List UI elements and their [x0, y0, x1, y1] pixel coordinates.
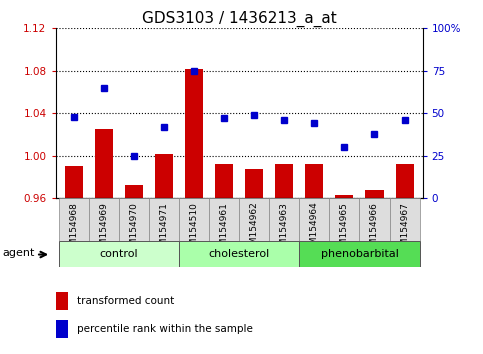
- Text: GSM154961: GSM154961: [220, 202, 228, 257]
- Text: phenobarbital: phenobarbital: [321, 249, 398, 259]
- Bar: [305, 164, 323, 354]
- Text: GSM154962: GSM154962: [250, 202, 258, 256]
- Bar: [275, 164, 293, 354]
- Bar: [185, 69, 203, 354]
- Bar: [245, 169, 263, 354]
- Bar: [366, 190, 384, 354]
- Text: GSM154970: GSM154970: [129, 202, 138, 257]
- Bar: [56, 292, 69, 310]
- Text: GSM154968: GSM154968: [69, 202, 78, 257]
- Bar: [299, 198, 329, 241]
- Text: control: control: [99, 249, 138, 259]
- Bar: [179, 241, 299, 267]
- Bar: [58, 241, 179, 267]
- Bar: [89, 198, 119, 241]
- Text: GSM154965: GSM154965: [340, 202, 349, 257]
- Bar: [65, 166, 83, 354]
- Text: GSM154510: GSM154510: [189, 202, 199, 257]
- Text: GSM154971: GSM154971: [159, 202, 169, 257]
- Bar: [95, 129, 113, 354]
- Bar: [125, 185, 143, 354]
- Text: GSM154964: GSM154964: [310, 202, 319, 256]
- Bar: [269, 198, 299, 241]
- Text: GSM154963: GSM154963: [280, 202, 289, 257]
- Bar: [119, 198, 149, 241]
- Bar: [58, 198, 89, 241]
- Title: GDS3103 / 1436213_a_at: GDS3103 / 1436213_a_at: [142, 11, 337, 27]
- Text: cholesterol: cholesterol: [209, 249, 270, 259]
- Bar: [396, 164, 413, 354]
- Text: GSM154969: GSM154969: [99, 202, 108, 257]
- Text: GSM154967: GSM154967: [400, 202, 409, 257]
- Text: GSM154966: GSM154966: [370, 202, 379, 257]
- Bar: [179, 198, 209, 241]
- Bar: [389, 198, 420, 241]
- Bar: [239, 198, 269, 241]
- Bar: [149, 198, 179, 241]
- Bar: [299, 241, 420, 267]
- Bar: [359, 198, 389, 241]
- Text: agent: agent: [3, 248, 35, 258]
- Bar: [215, 164, 233, 354]
- Bar: [335, 195, 354, 354]
- Bar: [56, 320, 69, 338]
- Bar: [209, 198, 239, 241]
- Text: transformed count: transformed count: [77, 296, 174, 306]
- Bar: [329, 198, 359, 241]
- Text: percentile rank within the sample: percentile rank within the sample: [77, 324, 253, 334]
- Bar: [155, 154, 173, 354]
